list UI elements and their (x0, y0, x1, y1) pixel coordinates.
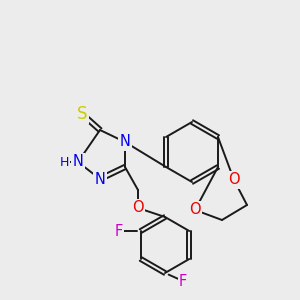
Text: N: N (94, 172, 105, 187)
Text: F: F (115, 224, 123, 238)
Text: H: H (59, 155, 69, 169)
Text: S: S (77, 105, 87, 123)
Text: O: O (228, 172, 240, 188)
Text: O: O (189, 202, 201, 217)
Text: N: N (73, 154, 83, 169)
Text: O: O (132, 200, 144, 215)
Text: N: N (120, 134, 130, 149)
Text: F: F (179, 274, 187, 289)
